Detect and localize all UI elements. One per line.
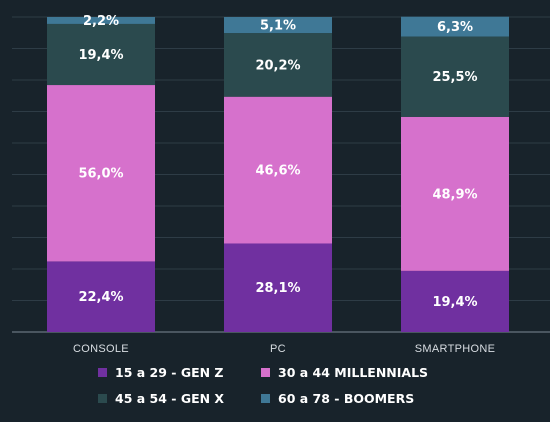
data-label: 46,6% <box>255 164 300 179</box>
category-label: SMARTPHONE <box>415 343 495 355</box>
bar-segment <box>47 23 155 86</box>
legend-item-gen-x: 45 a 54 - GEN X <box>98 388 224 408</box>
legend-swatch-millennials <box>261 367 270 377</box>
data-label: 48,9% <box>432 187 477 202</box>
bar-segment <box>401 270 509 332</box>
bar-segment <box>47 85 155 262</box>
bar-segment <box>47 17 155 24</box>
legend-swatch-gen-z <box>98 367 107 377</box>
bar-segment <box>224 17 332 34</box>
category-label: PC <box>270 343 286 355</box>
legend-swatch-gen-x <box>98 393 107 403</box>
data-label: 56,0% <box>78 167 123 182</box>
legend-swatch-boomers <box>261 393 270 403</box>
legend-item-gen-z: 15 a 29 - GEN Z <box>98 362 224 382</box>
bar-segment <box>47 261 155 332</box>
bars: 22,4% 56,0% 19,4% 2,2% 28,1% 46,6% 20,2% 5,1% 19… <box>47 14 509 332</box>
data-label: 19,4% <box>432 295 477 310</box>
data-label: 6,3% <box>437 20 473 35</box>
legend-label-boomers: 60 a 78 - BOOMERS <box>278 390 415 406</box>
category-label: CONSOLE <box>73 343 129 355</box>
legend-label-millennials: 30 a 44 MILLENNIALS <box>278 364 429 380</box>
legend-label-gen-x: 45 a 54 - GEN X <box>115 390 225 406</box>
data-label: 19,4% <box>78 48 123 63</box>
bar-segment <box>224 33 332 97</box>
category-labels: CONSOLE PC SMARTPHONE <box>73 343 495 355</box>
bar-segment <box>224 243 332 332</box>
legend-item-boomers: 60 a 78 - BOOMERS <box>261 388 414 408</box>
data-label: 28,1% <box>255 281 300 296</box>
legend-item-millennials: 30 a 44 MILLENNIALS <box>261 362 428 382</box>
data-label: 20,2% <box>255 58 300 73</box>
legend-label-gen-z: 15 a 29 - GEN Z <box>115 364 224 380</box>
data-label: 5,1% <box>260 19 296 34</box>
bar-segment <box>401 16 509 37</box>
bar-segment <box>224 96 332 244</box>
bar-segment <box>401 36 509 117</box>
bar-segment <box>401 116 509 271</box>
data-label: 2,2% <box>83 14 119 29</box>
data-label: 22,4% <box>78 290 123 305</box>
stacked-bar-chart: 22,4% 56,0% 19,4% 2,2% 28,1% 46,6% 20,2% 5,1% 19… <box>12 14 550 355</box>
data-label: 25,5% <box>432 70 477 85</box>
